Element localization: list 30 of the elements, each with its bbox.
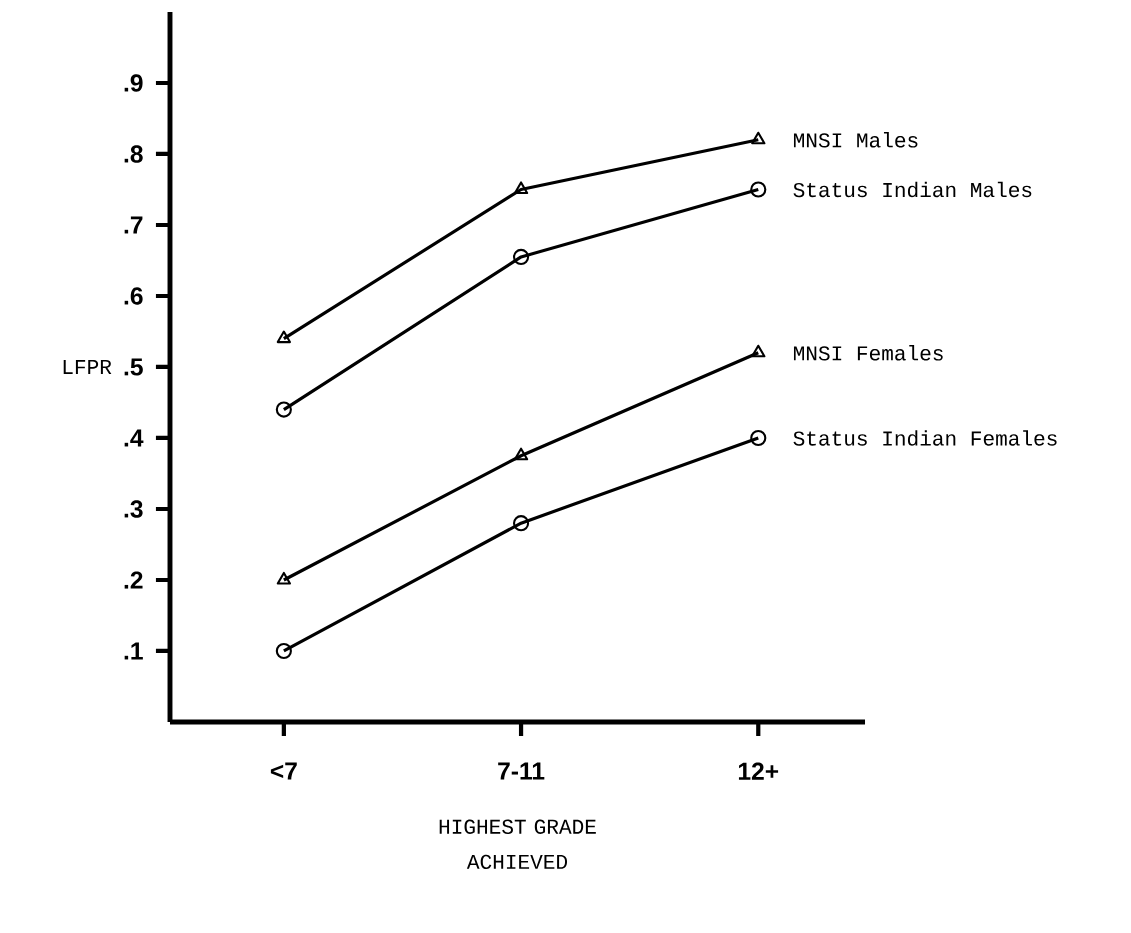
- x-tick-label: 7-11: [498, 762, 545, 780]
- point: [512, 515, 530, 532]
- y-tick-label: .9: [124, 74, 143, 92]
- y-tick-label: .3: [124, 500, 143, 518]
- x-axis-title: HIGHEST GRADE ACHIEVED: [439, 819, 596, 870]
- y-tick-label: .7: [124, 216, 143, 234]
- y-tick-label: .4: [124, 429, 144, 447]
- series-label: Status Indian Males: [793, 181, 1032, 198]
- point: [276, 330, 292, 344]
- series-label: MNSI Females: [793, 345, 943, 361]
- y-tick-label: .2: [124, 571, 143, 589]
- series-label: Status Indian Females: [793, 430, 1057, 446]
- point: [512, 248, 530, 266]
- y-tick-label: .1: [124, 642, 143, 660]
- point: [513, 181, 529, 195]
- y-tick-label: .5: [124, 358, 143, 376]
- point: [751, 344, 766, 358]
- x-tick-label: 12+: [738, 762, 779, 780]
- point: [750, 429, 767, 447]
- point: [275, 642, 292, 660]
- point: [750, 181, 767, 198]
- point: [751, 131, 766, 145]
- point: [513, 447, 529, 461]
- point: [275, 401, 292, 418]
- series-label: MNSI Males: [793, 132, 918, 148]
- y-axis-title: LFPR: [63, 360, 112, 374]
- y-tick-label: .6: [124, 287, 143, 305]
- y-tick-label: .8: [124, 145, 143, 163]
- point: [276, 571, 292, 585]
- x-tick-label: <7: [270, 762, 297, 780]
